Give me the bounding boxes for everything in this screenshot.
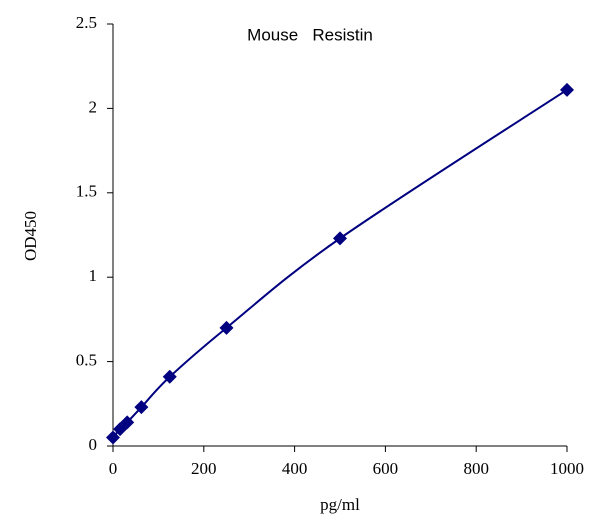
marker (120, 415, 135, 430)
y-tick-label: 0.5 (76, 351, 97, 370)
x-tick-label: 600 (373, 459, 399, 478)
y-tick-label: 1 (89, 266, 98, 285)
y-tick-label: 2.5 (76, 13, 97, 32)
y-axis-label: OD450 (21, 211, 40, 261)
x-axis-label: pg/ml (320, 495, 360, 514)
marker (162, 369, 177, 384)
y-tick-label: 1.5 (76, 182, 97, 201)
chart-title: Mouse Resistin (247, 25, 373, 44)
curve (112, 88, 568, 439)
x-tick-label: 800 (463, 459, 489, 478)
x-tick-label: 200 (191, 459, 217, 478)
marker (560, 82, 574, 97)
marker (219, 320, 234, 335)
x-tick-label: 0 (109, 459, 118, 478)
x-tick-label: 400 (282, 459, 308, 478)
marker (134, 400, 149, 415)
y-tick-label: 2 (89, 97, 98, 116)
x-tick-label: 1000 (550, 459, 584, 478)
marker (333, 231, 347, 246)
y-tick-label: 0 (89, 435, 98, 454)
marker (106, 430, 120, 445)
